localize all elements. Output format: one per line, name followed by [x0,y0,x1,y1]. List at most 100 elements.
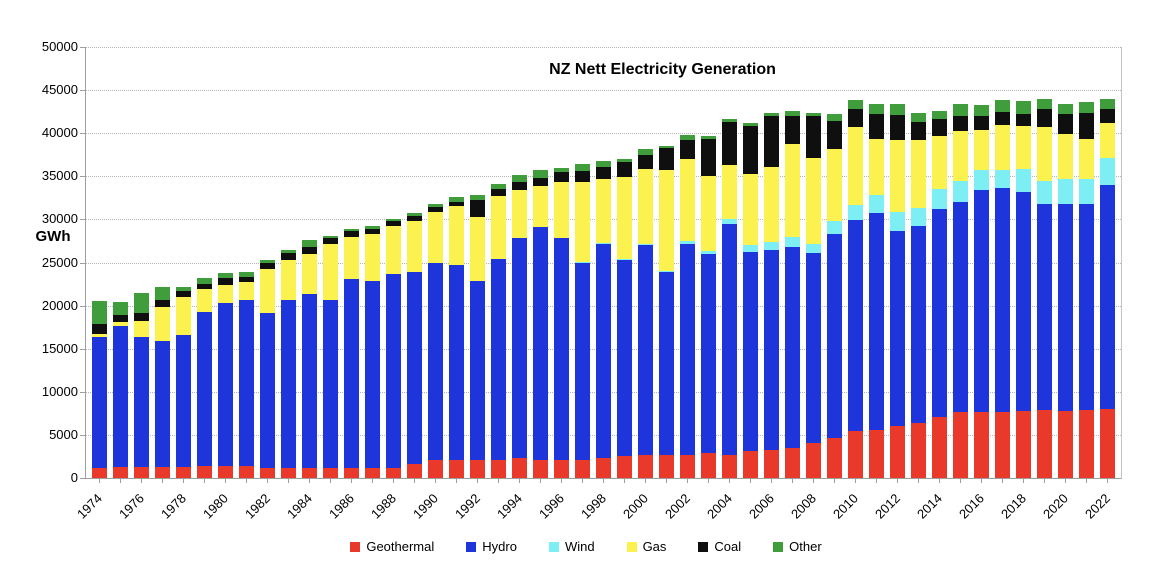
bar-segment-hydro [659,272,674,455]
bar-segment-gas [743,174,758,245]
bar-segment-geothermal [932,417,947,478]
bar-segment-coal [890,115,905,140]
bar-segment-wind [722,219,737,224]
bar-1993 [491,184,506,478]
x-axis-tick [708,479,709,483]
bar-segment-coal [323,238,338,244]
bar-segment-wind [1037,181,1052,204]
bar-segment-other [344,229,359,231]
bar-segment-other [470,195,485,200]
x-axis-tick-label: 1994 [494,487,529,522]
bar-segment-coal [155,300,170,307]
x-axis-tick-label: 2004 [704,487,739,522]
bar-segment-geothermal [155,467,170,478]
bar-segment-geothermal [554,460,569,478]
bar-segment-gas [638,169,653,244]
bar-segment-wind [932,189,947,209]
bar-segment-geothermal [596,458,611,478]
x-axis-tick [939,479,940,483]
bar-segment-hydro [554,238,569,460]
x-axis-tick [330,479,331,483]
bar-segment-geothermal [974,412,989,478]
bar-segment-gas [890,140,905,212]
bar-segment-geothermal [890,426,905,478]
bar-segment-wind [1016,169,1031,192]
x-axis-tick [624,479,625,483]
bar-segment-geothermal [176,467,191,478]
bar-segment-coal [995,112,1010,125]
x-axis-tick [477,479,478,483]
x-axis-tick [519,479,520,483]
x-axis-tick [393,479,394,483]
y-axis-tick-label: 35000 [0,169,78,183]
bar-segment-gas [932,136,947,189]
legend-item-coal: Coal [698,539,741,554]
bar-segment-geothermal [1037,410,1052,478]
legend-label: Other [789,539,822,554]
x-axis-tick [1086,479,1087,483]
bar-segment-geothermal [365,468,380,478]
bar-segment-coal [302,247,317,254]
bar-segment-hydro [134,337,149,467]
bar-segment-geothermal [533,460,548,478]
x-axis-tick-label: 2002 [662,487,697,522]
bar-segment-coal [512,182,527,190]
bar-segment-geothermal [743,451,758,478]
y-axis-tick-label: 30000 [0,212,78,226]
x-axis-tick [813,479,814,483]
x-axis-tick [1023,479,1024,483]
x-axis-tick [645,479,646,483]
bar-segment-wind [1058,179,1073,204]
bar-1984 [302,240,317,478]
bar-segment-other [302,240,317,247]
x-axis-tick [498,479,499,483]
bar-segment-coal [953,116,968,131]
bar-segment-gas [365,234,380,281]
bar-segment-geothermal [344,468,359,478]
bar-segment-other [176,287,191,291]
bar-segment-coal [764,116,779,167]
bar-segment-hydro [785,247,800,448]
y-axis-tick-label: 25000 [0,256,78,270]
bar-segment-hydro [533,227,548,460]
bar-segment-other [1016,101,1031,114]
bar-segment-geothermal [1058,411,1073,478]
bar-segment-coal [449,202,464,206]
x-axis-tick [876,479,877,483]
bar-segment-other [1079,102,1094,113]
bar-segment-other [722,119,737,122]
legend-item-hydro: Hydro [466,539,517,554]
x-axis-tick-label: 1978 [158,487,193,522]
bar-segment-hydro [764,250,779,450]
bar-segment-hydro [953,202,968,412]
bar-segment-geothermal [722,455,737,478]
bar-segment-other [575,164,590,171]
bar-segment-other [1100,99,1115,109]
bar-segment-hydro [680,244,695,455]
bar-segment-coal [344,231,359,237]
bar-segment-wind [953,181,968,202]
bar-segment-hydro [428,263,443,460]
y-axis-tick-label: 40000 [0,126,78,140]
x-axis-tick-label: 2012 [872,487,907,522]
bar-segment-other [701,136,716,139]
x-axis-tick [960,479,961,483]
bar-segment-hydro [491,259,506,460]
x-axis-tick-label: 1982 [242,487,277,522]
bar-1985 [323,236,338,478]
bar-segment-wind [911,208,926,226]
bar-segment-other [806,113,821,116]
bar-segment-geothermal [1016,411,1031,478]
bar-segment-gas [281,260,296,300]
bar-segment-wind [1079,179,1094,204]
bar-segment-hydro [869,213,884,430]
bar-2017 [995,100,1010,478]
legend-swatch-icon [773,542,783,552]
bar-segment-geothermal [827,438,842,478]
bar-segment-coal [848,109,863,127]
bar-segment-gas [785,144,800,237]
bar-1981 [239,272,254,478]
bar-segment-other [365,226,380,229]
bar-segment-gas [386,226,401,274]
legend-label: Coal [714,539,741,554]
